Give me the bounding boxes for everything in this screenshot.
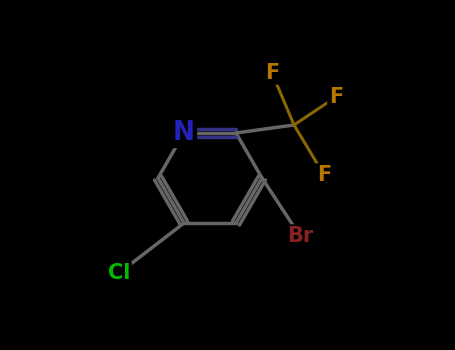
Text: F: F <box>317 165 331 185</box>
Text: Cl: Cl <box>108 263 130 283</box>
Text: F: F <box>265 63 279 83</box>
Text: Br: Br <box>287 226 313 246</box>
Text: N: N <box>173 120 195 146</box>
Text: F: F <box>329 87 343 107</box>
